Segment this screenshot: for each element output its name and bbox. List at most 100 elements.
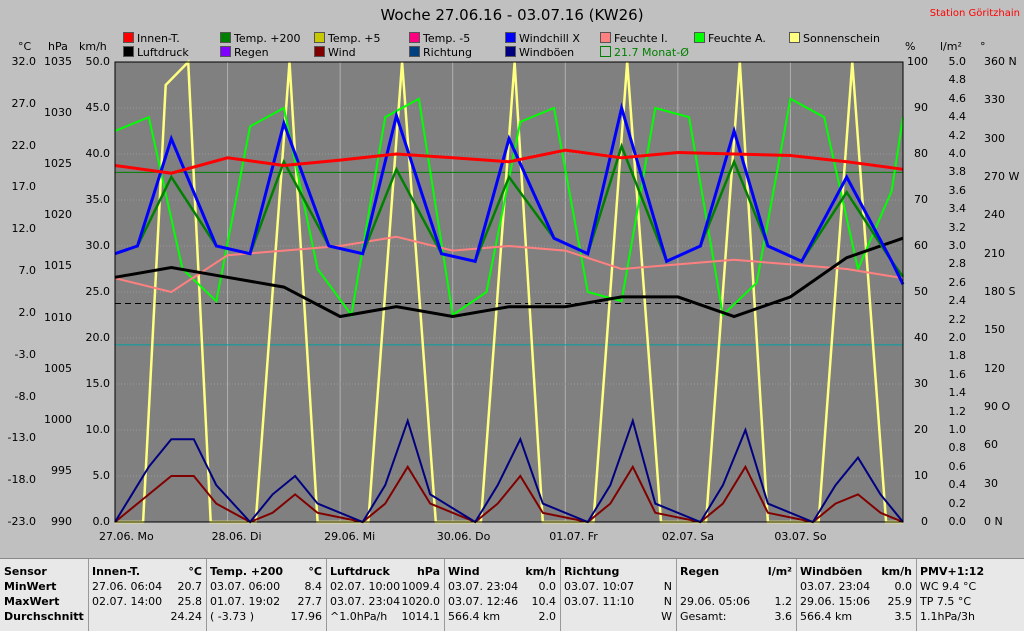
rain-tick: 0.4: [948, 478, 967, 492]
kmh-tick: 5.0: [92, 469, 111, 482]
percent-tick: 90: [914, 101, 928, 114]
stats-value: 17.96: [290, 610, 323, 623]
legend-swatch: [123, 32, 134, 43]
x-day-label: 27.06. Mo: [99, 530, 154, 543]
hpa-tick: 990: [51, 515, 72, 528]
stats-label: 01.07. 19:02: [210, 595, 281, 608]
stats-label: Windböen: [800, 565, 863, 578]
stats-header: Richtung: [564, 565, 672, 579]
legend-swatch: [220, 46, 231, 57]
stats-value: 27.7: [297, 595, 323, 608]
rain-tick: 4.2: [948, 128, 967, 142]
stats-header: PMV+1:12: [920, 565, 1020, 579]
stats-value: 25.9: [887, 595, 913, 608]
stats-value: km/h: [525, 565, 556, 578]
stats-row: TP 7.5 °C: [920, 595, 1020, 609]
stats-column: Temp. +200 °C 03.07. 06:00 8.4 01.07. 19:02 2…: [206, 559, 327, 631]
stats-label: 03.07. 06:00: [210, 580, 281, 593]
stats-header: Regen l/m²: [680, 565, 792, 579]
stats-value: 24.24: [170, 610, 203, 623]
stats-header: Luftdruck hPa: [330, 565, 440, 579]
stats-row: MaxWert: [4, 595, 84, 609]
stats-label: Richtung: [564, 565, 620, 578]
stats-label: TP 7.5 °C: [920, 595, 972, 608]
stats-label: 27.06. 06:04: [92, 580, 163, 593]
legend-swatch: [123, 46, 134, 57]
stats-row: 566.4 km 2.0: [448, 610, 556, 624]
stats-label: 02.07. 14:00: [92, 595, 163, 608]
celsius-tick: 27.0: [11, 96, 37, 110]
percent-tick: 0: [921, 515, 928, 528]
stats-label: 03.07. 12:46: [448, 595, 519, 608]
legend-item: Windböen: [505, 46, 574, 59]
stats-value: 1009.4: [401, 580, 441, 593]
rain-tick: 2.2: [948, 312, 967, 326]
legend-label: Temp. +200: [234, 32, 301, 45]
legend-item: Feuchte I.: [600, 32, 668, 45]
direction-axis-unit: °: [980, 40, 986, 53]
stats-row: 03.07. 12:46 10.4: [448, 595, 556, 609]
legend-item: Temp. +200: [220, 32, 301, 45]
percent-tick: 20: [914, 423, 928, 436]
legend-item: Temp. +5: [314, 32, 381, 45]
rain-tick: 0.6: [948, 459, 967, 473]
celsius-tick: -13.0: [7, 431, 36, 445]
legend-item: Sonnenschein: [789, 32, 880, 45]
stats-value: 8.4: [304, 580, 323, 593]
rain-tick: 3.8: [948, 165, 967, 179]
rain-tick: 2.8: [948, 257, 967, 271]
rain-tick: 3.6: [948, 183, 967, 197]
stats-row: ^1.0hPa/h 1014.1: [330, 610, 440, 624]
kmh-tick: 10.0: [85, 423, 111, 436]
stats-row: 03.07. 10:07 N: [564, 580, 672, 594]
stats-row: 27.06. 06:04 20.7: [92, 580, 202, 594]
x-day-label: 29.06. Mi: [324, 530, 376, 543]
direction-tick: 0 N: [984, 515, 1003, 528]
stats-label: Durchschnitt: [4, 610, 84, 623]
kmh-tick: 25.0: [85, 285, 111, 298]
legend-label: Luftdruck: [137, 46, 189, 59]
stats-value: 2.0: [538, 610, 557, 623]
stats-row: Durchschnitt: [4, 610, 84, 624]
rain-tick: 2.6: [948, 275, 967, 289]
kmh-tick: 40.0: [85, 147, 111, 160]
hpa-tick: 1010: [44, 310, 72, 324]
stats-row: 03.07. 23:04 0.0: [800, 580, 912, 594]
direction-tick: 90 O: [984, 400, 1011, 413]
hpa-tick: 1025: [44, 157, 72, 171]
direction-tick: 240: [984, 208, 1005, 222]
stats-value: 25.8: [177, 595, 203, 608]
rain-tick: 4.4: [948, 110, 967, 124]
percent-tick: 70: [914, 193, 928, 206]
stats-row: 03.07. 11:10 N: [564, 595, 672, 609]
legend-label: Wind: [328, 46, 356, 59]
x-day-label: 02.07. Sa: [661, 530, 715, 543]
direction-tick: 300: [984, 131, 1005, 145]
stats-label: 03.07. 23:04: [330, 595, 401, 608]
direction-tick: 330: [984, 93, 1005, 107]
stats-column: Luftdruck hPa 02.07. 10:00 1009.4 03.07. 23:…: [326, 559, 445, 631]
celsius-tick: 17.0: [11, 180, 37, 194]
legend-swatch: [409, 32, 420, 43]
legend-label: Windböen: [519, 46, 575, 59]
legend-swatch: [600, 46, 611, 57]
stats-label: ( -3.73 ): [210, 610, 255, 623]
hpa-tick: 1020: [44, 208, 72, 222]
rain-tick: 1.0: [948, 423, 967, 436]
rain-tick: 0.8: [948, 441, 967, 455]
legend-swatch: [600, 32, 611, 43]
stats-label: 03.07. 10:07: [564, 580, 635, 593]
stats-label: 03.07. 11:10: [564, 595, 635, 608]
stats-label: Luftdruck: [330, 565, 390, 578]
stats-value: 20.7: [177, 580, 203, 593]
rain-tick: 1.8: [948, 349, 967, 363]
stats-row: Gesamt: 3.6: [680, 610, 792, 624]
legend-item: Windchill X: [505, 32, 580, 45]
series-line-luftdruck: [114, 236, 904, 319]
stats-value: l/m²: [767, 565, 792, 578]
legend-label: Windchill X: [519, 32, 580, 45]
stats-value: 3.6: [774, 610, 793, 623]
celsius-tick: 32.0: [11, 55, 37, 68]
legend-swatch: [505, 46, 516, 57]
stats-value: 3.5: [894, 610, 913, 623]
